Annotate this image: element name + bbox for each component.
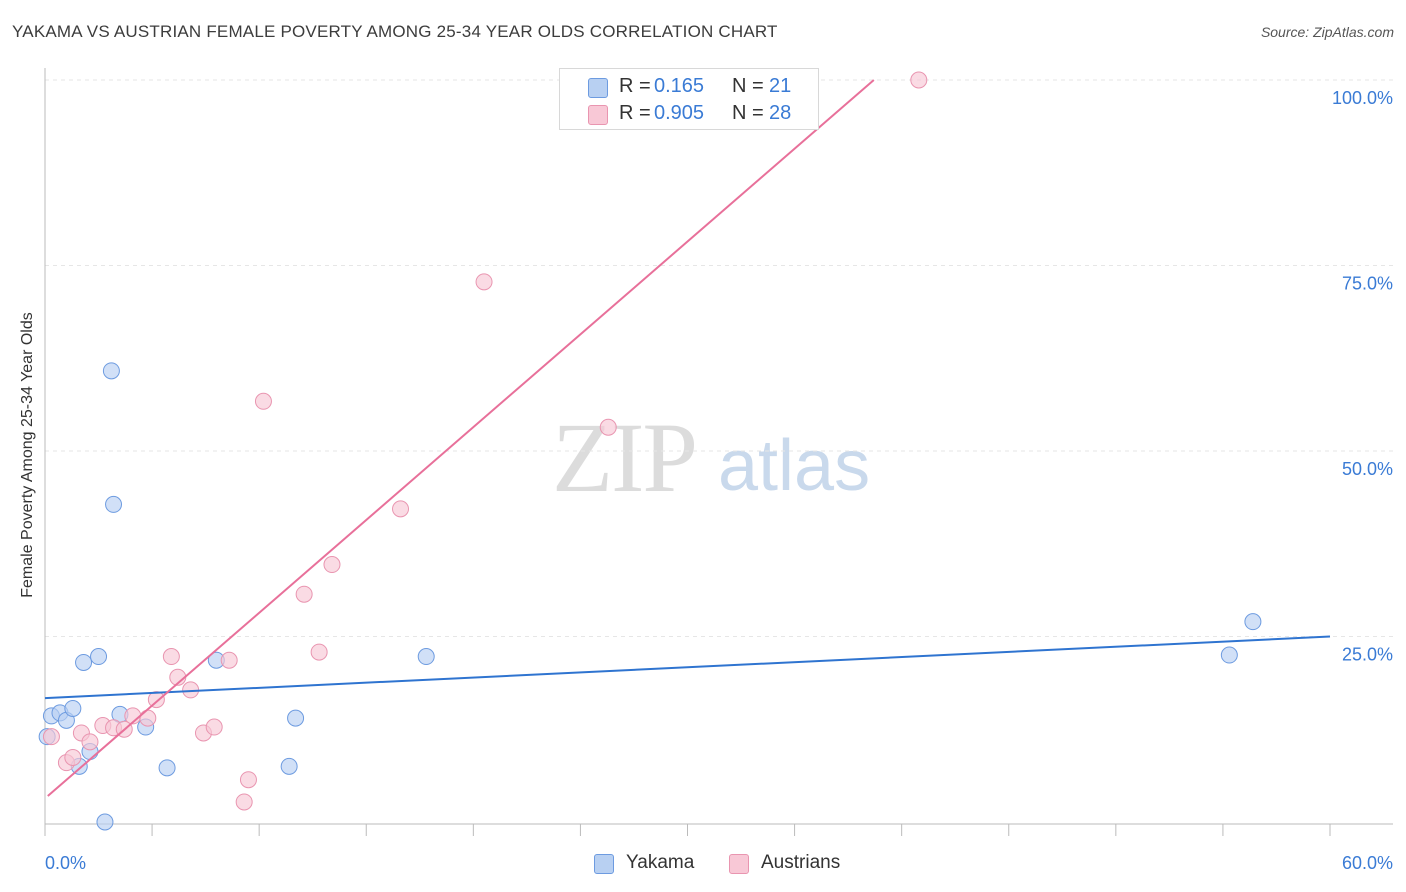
point-yakama [75,653,93,671]
chart-title: YAKAMA VS AUSTRIAN FEMALE POVERTY AMONG … [12,22,778,41]
legend-n-label: N = [732,75,764,97]
point-yakama [417,648,435,666]
legend-r-value-austrians: 0.905 [654,102,705,124]
point-yakama [287,709,305,727]
legend-row-austrians: R = 0.905 N = 28 [560,100,818,128]
point-austrians [239,771,257,789]
legend-n-label: N = [732,102,764,124]
point-austrians [235,793,253,811]
point-yakama [158,759,176,777]
y-tick-label: 25.0% [1342,645,1393,665]
label-layer: 25.0% 50.0% 75.0% 100.0% 0.0% 60.0% [45,88,1393,873]
point-yakama [280,757,298,775]
point-austrians [295,585,313,603]
x-tick-label: 0.0% [45,853,86,873]
point-austrians [81,733,99,751]
y-tick-label: 75.0% [1342,274,1393,294]
trend-layer [44,79,1331,797]
legend-n-value-austrians: 28 [769,102,792,124]
point-austrians [147,691,165,709]
x-tick-label: 60.0% [1342,853,1393,873]
point-yakama [64,699,82,717]
y-tick-label: 100.0% [1332,88,1393,108]
y-axis-label: Female Poverty Among 25-34 Year Olds [19,312,36,598]
watermark-zip: ZIP [552,402,698,513]
point-austrians [254,392,272,410]
watermark-atlas: atlas [718,426,871,506]
point-austrians [139,709,157,727]
point-yakama [1220,646,1238,664]
point-austrians [910,71,928,89]
legend-swatch-austrians [729,854,749,874]
trendline-austrians [47,79,875,797]
legend-swatch-austrians [588,105,608,125]
point-austrians [310,643,328,661]
trendline-yakama [44,635,1331,700]
legend-swatch-yakama [594,854,614,874]
legend-r-label: R = [619,75,651,97]
legend-r-label: R = [619,102,651,124]
point-yakama [105,495,123,513]
axis-layer [44,68,1393,836]
point-austrians [162,648,180,666]
point-austrians [220,651,238,669]
correlation-legend: R = 0.165 N = 21 R = 0.905 N = 28 [559,68,819,130]
point-austrians [42,728,60,746]
point-yakama [102,362,120,380]
y-tick-label: 50.0% [1342,459,1393,479]
grid-layer [45,79,1393,637]
legend-r-value-yakama: 0.165 [654,75,705,97]
legend-n-value-yakama: 21 [769,75,792,97]
point-yakama [90,648,108,666]
point-austrians [323,556,341,574]
legend-label-austrians: Austrians [761,852,841,873]
point-austrians [392,500,410,518]
point-austrians [599,418,617,436]
legend-row-yakama: R = 0.165 N = 21 [560,73,818,101]
point-layer [38,71,1262,831]
point-yakama [1244,613,1262,631]
point-austrians [475,273,493,291]
source-credit: Source: ZipAtlas.com [1260,24,1394,40]
legend-label-yakama: Yakama [626,852,695,873]
point-austrians [64,748,82,766]
legend-swatch-yakama [588,78,608,98]
point-yakama [96,813,114,831]
point-austrians [205,718,223,736]
